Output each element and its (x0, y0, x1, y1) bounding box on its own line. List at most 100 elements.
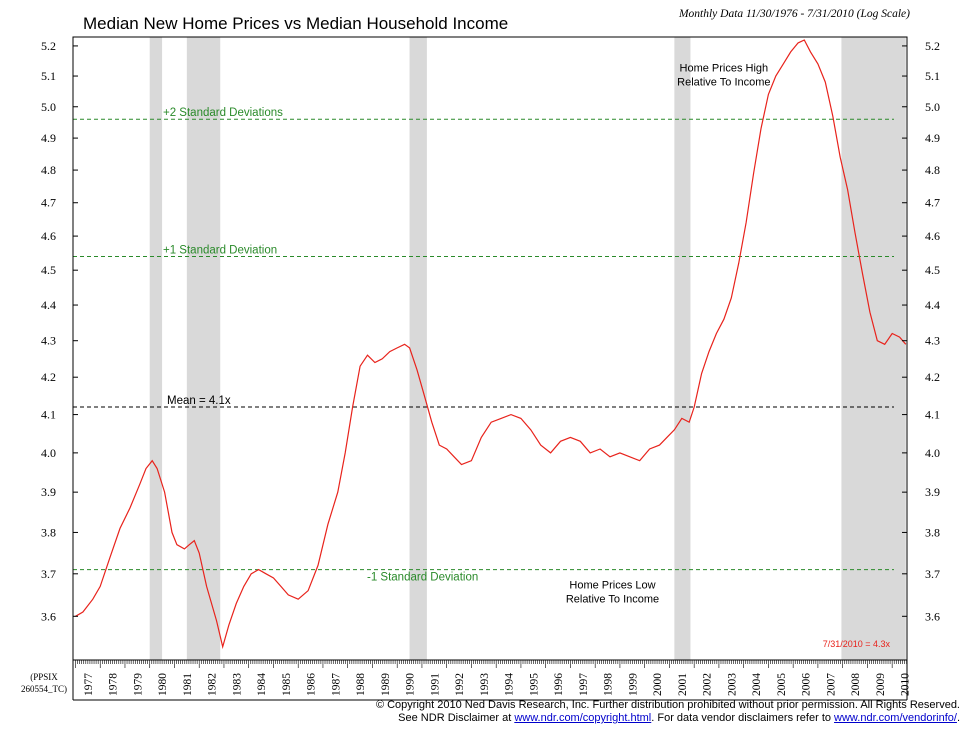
y-tick-label-left: 5.2 (41, 39, 56, 53)
recession-band (841, 37, 906, 660)
y-tick-label-right: 3.7 (925, 567, 940, 581)
x-tick-label: 1979 (132, 673, 144, 696)
annotation-line: Home Prices High (680, 62, 769, 74)
reference-line-label: +1 Standard Deviation (163, 244, 277, 256)
y-tick-label-right: 4.1 (925, 408, 940, 422)
y-tick-label-left: 4.0 (41, 446, 56, 460)
x-tick-label: 2009 (875, 673, 887, 696)
x-tick-label: 1977 (83, 673, 95, 696)
y-tick-label-left: 3.6 (41, 609, 56, 623)
annotation-line: Relative To Income (566, 594, 659, 606)
y-tick-label-left: 3.8 (41, 525, 56, 539)
end-value-label: 7/31/2010 = 4.3x (823, 639, 891, 649)
y-tick-label-right: 4.5 (925, 263, 940, 277)
reference-line-label: Mean = 4.1x (167, 395, 231, 407)
recession-band (186, 37, 221, 660)
y-tick-label-left: 4.5 (41, 263, 56, 277)
y-tick-label-left: 4.4 (41, 298, 56, 312)
x-tick-label: 1997 (578, 673, 590, 696)
reference-line-label: -1 Standard Deviation (367, 572, 478, 584)
y-tick-label-left: 4.1 (41, 408, 56, 422)
y-tick-label-right: 5.0 (925, 100, 940, 114)
x-tick-label: 1993 (479, 673, 491, 696)
x-tick-label: 1984 (256, 673, 268, 696)
x-tick-label: 2003 (726, 673, 738, 696)
footer-disclaimer: See NDR Disclaimer at www.ndr.com/copyri… (398, 712, 960, 724)
x-tick-label: 1995 (528, 673, 540, 696)
series-line (75, 39, 907, 650)
vendorinfo-link[interactable]: www.ndr.com/vendorinfo/ (834, 712, 957, 724)
y-axis: 3.6 3.6 3.7 3.7 3.8 3.8 3.9 3.9 4.0 4.0 4.1 4.1 4.2 4… (41, 39, 940, 623)
y-tick-label-right: 4.3 (925, 334, 940, 348)
x-tick-label: 2010 (900, 673, 912, 696)
y-tick-label-right: 3.8 (925, 525, 940, 539)
y-tick-label-right: 5.1 (925, 69, 940, 83)
series-layer (75, 39, 907, 650)
x-tick-label: 2002 (702, 673, 714, 696)
y-tick-label-right: 4.0 (925, 446, 940, 460)
recession-bands (149, 37, 906, 660)
x-tick-label: 1994 (504, 673, 516, 696)
annotation-line: Home Prices Low (569, 580, 655, 592)
x-tick-label: 1981 (182, 673, 194, 696)
annotation-line: Relative To Income (677, 76, 770, 88)
y-tick-label-right: 3.9 (925, 485, 940, 499)
y-tick-label-left: 4.2 (41, 370, 56, 384)
x-tick-label: 1983 (231, 673, 243, 696)
x-tick-label: 1985 (281, 673, 293, 696)
x-tick-label: 1990 (405, 673, 417, 696)
x-tick-label: 2005 (776, 673, 788, 696)
x-tick-label: 1987 (330, 673, 342, 696)
copyright-link[interactable]: www.ndr.com/copyright.html (514, 712, 652, 724)
y-tick-label-left: 4.9 (41, 131, 56, 145)
x-tick-label: 2006 (801, 673, 813, 696)
y-tick-label-right: 4.8 (925, 163, 940, 177)
x-tick-label: 1989 (380, 673, 392, 696)
x-tick-label: 2004 (751, 673, 763, 696)
recession-band (674, 37, 691, 660)
y-tick-label-right: 3.6 (925, 609, 940, 623)
reference-lines (73, 118, 894, 571)
reference-line-label: +2 Standard Deviations (163, 107, 283, 119)
labels-layer: +2 Standard Deviations +1 Standard Deviat… (163, 62, 890, 649)
y-tick-label-left: 3.7 (41, 567, 56, 581)
x-tick-label: 1988 (355, 673, 367, 696)
y-tick-label-right: 4.9 (925, 131, 940, 145)
x-tick-label: 2008 (850, 673, 862, 696)
recession-band (149, 37, 163, 660)
x-tick-label: 1991 (429, 673, 441, 696)
y-tick-label-right: 5.2 (925, 39, 940, 53)
y-tick-label-left: 4.6 (41, 229, 56, 243)
y-tick-label-left: 4.7 (41, 196, 56, 210)
footer-disclaimer-suffix: . (956, 712, 960, 724)
y-tick-label-left: 4.8 (41, 163, 56, 177)
code-label-line1: (PPSIX (30, 672, 58, 682)
y-tick-label-left: 5.0 (41, 100, 56, 114)
footer-disclaimer-middle: . For data vendor disclaimers refer to (651, 712, 835, 724)
y-tick-label-right: 4.7 (925, 196, 940, 210)
x-tick-label: 2001 (677, 673, 689, 696)
x-tick-label: 1980 (157, 673, 169, 696)
y-tick-label-right: 4.2 (925, 370, 940, 384)
footer-copyright: © Copyright 2010 Ned Davis Research, Inc… (375, 699, 960, 711)
chart-title: Median New Home Prices vs Median Househo… (83, 14, 508, 33)
x-tick-label: 1986 (306, 673, 318, 696)
footer-disclaimer-prefix: See NDR Disclaimer at (398, 712, 515, 724)
x-tick-label: 1999 (627, 673, 639, 696)
x-tick-label: 1978 (108, 673, 120, 696)
x-tick-label: 2007 (825, 673, 837, 696)
y-tick-label-left: 3.9 (41, 485, 56, 499)
x-tick-label: 1998 (603, 673, 615, 696)
y-tick-label-right: 4.4 (925, 298, 940, 312)
x-axis: 1977 1978 1979 1980 1981 1982 1983 1984 1985 1986… (75, 660, 912, 696)
y-tick-label-left: 5.1 (41, 69, 56, 83)
y-tick-label-left: 4.3 (41, 334, 56, 348)
chart-subtitle: Monthly Data 11/30/1976 - 7/31/2010 (Log… (678, 8, 910, 20)
code-label-line2: 260554_TC) (21, 684, 67, 694)
x-tick-label: 2000 (652, 673, 664, 696)
x-tick-label: 1982 (207, 673, 219, 696)
x-tick-label: 1996 (553, 673, 565, 696)
y-tick-label-right: 4.6 (925, 229, 940, 243)
x-tick-label: 1992 (454, 673, 466, 696)
